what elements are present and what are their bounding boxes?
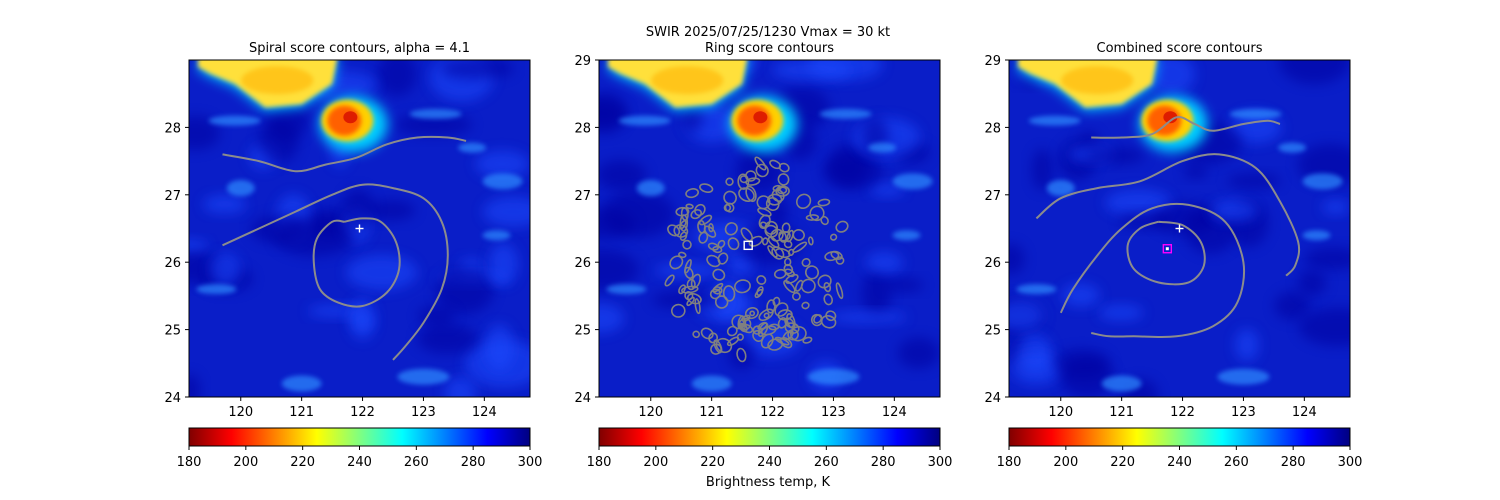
axes-frame	[188, 59, 531, 398]
x-tick-label: 122	[760, 405, 785, 420]
colorbar-tick-label: 200	[643, 455, 668, 470]
score-contour-line	[1035, 153, 1301, 277]
plus-marker	[1175, 224, 1184, 233]
y-tick-label: 24	[574, 391, 591, 406]
brightness-temp-heatmap	[599, 60, 940, 397]
plus-marker	[355, 224, 364, 233]
colorbar-tick-label: 300	[1338, 455, 1363, 470]
axes-frame	[1008, 59, 1351, 398]
panel-title: Spiral score contours, alpha = 4.1	[249, 41, 470, 56]
y-tick-label: 25	[164, 324, 181, 339]
x-tick-label: 120	[1048, 405, 1073, 420]
x-tick-label: 124	[882, 405, 907, 420]
x-tick-label: 123	[821, 405, 846, 420]
score-contour-line	[1126, 220, 1206, 286]
colorbar-tick-label: 260	[1224, 455, 1249, 470]
ring-score-contours	[664, 156, 849, 363]
colorbar-tick-label: 260	[404, 455, 429, 470]
colorbar-tick-label: 300	[928, 455, 953, 470]
colorbar: 180 200 220 240 260 280 300	[587, 427, 953, 470]
y-tick-label: 24	[984, 391, 1001, 406]
colorbar-tick-label: 180	[177, 455, 202, 470]
x-tick-label: 121	[289, 405, 314, 420]
colorbar-tick-label: 240	[1167, 455, 1192, 470]
axes-frame	[598, 59, 941, 398]
y-tick-label: 29	[984, 54, 1001, 69]
y-tick-label: 26	[984, 256, 1001, 271]
x-tick-label: 120	[228, 405, 253, 420]
y-tick-label: 28	[164, 121, 181, 136]
panel-1: Spiral score contours, alpha = 4.1 120 121…	[164, 41, 543, 470]
panel-title: Combined score contours	[1097, 41, 1263, 56]
score-contour-line	[222, 135, 467, 173]
panel-2: Ring score contours 120 121 122 123 124 24 25 26…	[574, 41, 953, 470]
x-tick-label: 123	[1231, 405, 1256, 420]
colorbar-tick-label: 280	[871, 455, 896, 470]
colorbar-tick-label: 280	[1281, 455, 1306, 470]
colorbar-tick-label: 300	[518, 455, 543, 470]
y-tick-label: 25	[574, 324, 591, 339]
figure-suptitle: SWIR 2025/07/25/1230 Vmax = 30 kt	[646, 25, 890, 40]
x-tick-label: 122	[1170, 405, 1195, 420]
colorbar-tick-label: 200	[1053, 455, 1078, 470]
y-tick-label: 28	[984, 121, 1001, 136]
y-tick-label: 26	[164, 256, 181, 271]
colorbar: 180 200 220 240 260 280 300	[177, 427, 543, 470]
x-tick-label: 124	[472, 405, 497, 420]
y-tick-label: 27	[984, 189, 1001, 204]
x-tick-label: 121	[1109, 405, 1134, 420]
x-tick-label: 121	[699, 405, 724, 420]
square-marker	[1162, 244, 1173, 254]
colorbar-tick-label: 200	[233, 455, 258, 470]
colorbar-tick-label: 220	[290, 455, 315, 470]
score-contour-line	[222, 183, 449, 361]
colorbar: 180 200 220 240 260 280 300	[997, 427, 1363, 470]
colorbar-tick-label: 280	[461, 455, 486, 470]
colorbar-tick-label: 260	[814, 455, 839, 470]
panel-title: Ring score contours	[705, 41, 834, 56]
y-tick-label: 25	[984, 324, 1001, 339]
y-tick-label: 28	[574, 121, 591, 136]
score-contour-line	[1059, 202, 1246, 339]
y-tick-label: 24	[164, 391, 181, 406]
brightness-temp-heatmap	[1009, 60, 1350, 397]
score-contour-line	[1091, 116, 1281, 139]
y-tick-label: 29	[574, 54, 591, 69]
y-tick-label: 27	[164, 189, 181, 204]
square-marker	[743, 240, 753, 251]
colorbar-tick-label: 180	[997, 455, 1022, 470]
score-contour-line	[312, 217, 401, 308]
y-tick-label: 26	[574, 256, 591, 271]
panel-3: Combined score contours 120 121 122 123 124 24…	[984, 41, 1363, 470]
x-tick-label: 122	[350, 405, 375, 420]
colorbar-tick-label: 180	[587, 455, 612, 470]
colorbar-tick-label: 240	[757, 455, 782, 470]
brightness-temp-heatmap	[189, 60, 530, 397]
x-tick-label: 123	[411, 405, 436, 420]
colorbar-tick-label: 220	[1110, 455, 1135, 470]
colorbar-label: Brightness temp, K	[706, 475, 831, 490]
colorbar-tick-label: 220	[700, 455, 725, 470]
y-tick-label: 27	[574, 189, 591, 204]
x-tick-label: 124	[1292, 405, 1317, 420]
colorbar-tick-label: 240	[347, 455, 372, 470]
x-tick-label: 120	[638, 405, 663, 420]
